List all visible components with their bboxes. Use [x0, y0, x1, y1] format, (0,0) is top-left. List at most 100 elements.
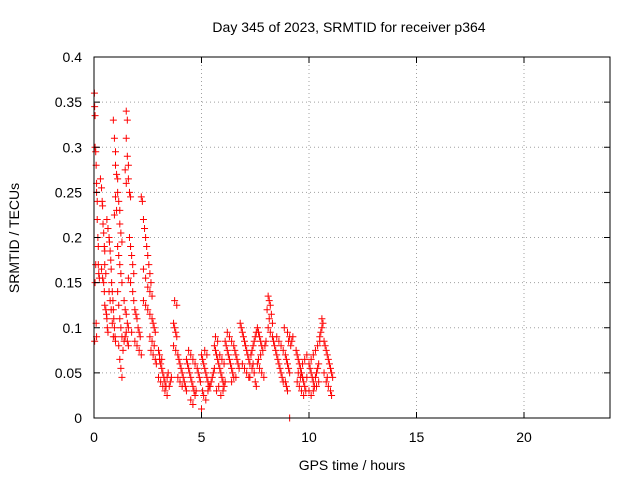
data-point: [243, 369, 251, 377]
data-point: [173, 301, 181, 309]
data-point: [118, 279, 126, 287]
data-point: [227, 360, 235, 368]
data-point: [145, 261, 153, 269]
data-point: [219, 387, 227, 395]
data-point: [155, 373, 162, 381]
data-point: [231, 346, 239, 354]
data-point: [124, 175, 132, 183]
data-point: [172, 346, 180, 354]
data-point: [327, 364, 334, 372]
data-point: [129, 288, 137, 296]
data-point: [121, 306, 129, 314]
data-point: [114, 288, 122, 296]
data-point: [176, 360, 184, 368]
data-point: [118, 238, 126, 246]
data-point: [123, 152, 131, 160]
data-point: [223, 328, 231, 336]
data-point: [101, 301, 109, 309]
data-point: [158, 355, 166, 363]
data-point: [174, 351, 182, 359]
data-point: [305, 360, 313, 368]
data-point: [232, 373, 240, 381]
data-point: [104, 328, 112, 336]
data-point: [211, 346, 219, 354]
data-point: [248, 364, 256, 372]
data-point: [228, 378, 236, 386]
x-tick-label: 15: [409, 429, 425, 445]
data-point: [262, 337, 270, 345]
data-point: [281, 351, 289, 359]
data-point: [157, 360, 165, 368]
data-point: [220, 382, 228, 390]
data-point: [307, 355, 315, 363]
data-point: [146, 310, 154, 318]
data-point: [124, 342, 132, 350]
data-point: [241, 337, 248, 345]
data-point: [91, 103, 99, 111]
data-point: [148, 337, 156, 345]
x-tick-label: 10: [301, 429, 317, 445]
data-point: [110, 134, 118, 142]
data-point: [171, 297, 179, 305]
data-point: [144, 252, 152, 260]
data-point: [159, 382, 167, 390]
data-point: [292, 346, 300, 354]
data-point: [318, 315, 326, 323]
data-point: [92, 148, 100, 156]
data-point: [204, 387, 212, 395]
data-point: [130, 297, 138, 305]
data-point: [309, 387, 317, 395]
data-point: [230, 342, 238, 350]
data-point: [313, 382, 321, 390]
data-point: [281, 378, 289, 386]
data-point: [135, 328, 143, 336]
data-point: [300, 378, 308, 386]
data-point: [260, 373, 268, 381]
data-point: [99, 220, 107, 228]
data-point: [253, 324, 261, 332]
data-point: [251, 378, 259, 386]
data-point: [217, 391, 225, 399]
data-point: [301, 355, 309, 363]
data-point: [306, 364, 314, 372]
data-point: [195, 373, 203, 381]
data-point: [246, 373, 254, 381]
data-point: [123, 319, 131, 327]
data-point: [122, 179, 130, 187]
x-tick-label: 5: [198, 429, 206, 445]
data-point: [98, 184, 106, 192]
data-point: [127, 279, 135, 287]
data-point: [100, 229, 108, 237]
data-point: [95, 270, 103, 278]
data-point: [267, 310, 275, 318]
data-point: [124, 161, 132, 169]
data-point: [119, 346, 127, 354]
data-point: [146, 333, 154, 341]
data-point: [321, 342, 329, 350]
data-point: [193, 364, 201, 372]
data-point: [131, 337, 139, 345]
data-point: [206, 382, 214, 390]
data-point: [228, 337, 236, 345]
data-point: [221, 378, 229, 386]
data-point: [117, 324, 125, 332]
data-point: [122, 107, 130, 115]
data-point: [139, 215, 147, 223]
data-point: [187, 351, 195, 359]
data-point: [148, 292, 156, 300]
data-point: [171, 324, 179, 332]
y-tick-label: 0.2: [63, 230, 83, 246]
y-tick-label: 0.4: [63, 49, 83, 65]
data-point: [121, 333, 129, 341]
data-point: [115, 301, 123, 309]
data-point: [92, 261, 100, 269]
data-point: [114, 188, 122, 196]
data-point: [149, 319, 157, 327]
data-point: [314, 364, 322, 372]
data-point: [200, 391, 208, 399]
data-point: [273, 351, 281, 359]
data-point: [303, 351, 311, 359]
data-point: [249, 342, 257, 350]
data-point: [135, 346, 143, 354]
